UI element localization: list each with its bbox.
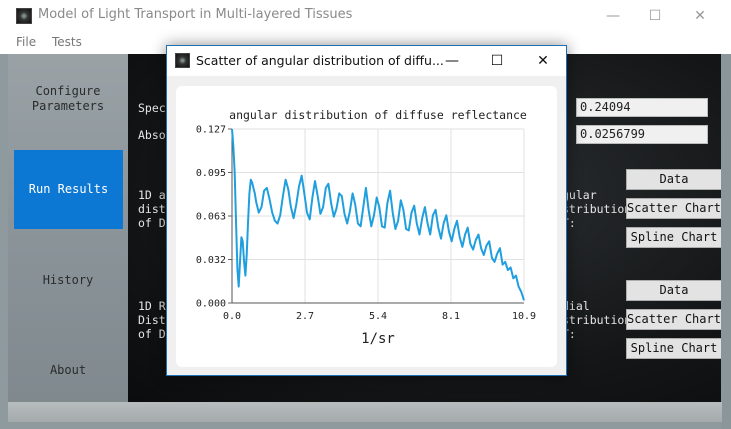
section1-line3: of D [138,216,166,230]
nav-run-results[interactable]: Run Results [14,150,123,229]
section1-line2: dist [138,202,166,216]
menu-file[interactable]: File [16,35,37,49]
y-tick-label: 0.000 [196,299,226,310]
angular-data-button[interactable]: Data [626,169,722,190]
dialog-maximize-button[interactable]: ☐ [490,53,504,69]
status-bar [8,402,722,422]
window-title: Model of Light Transport in Multi-layere… [38,7,353,22]
spec-label: Spec [138,101,166,115]
chart-title: angular distribution of diffuse reflecta… [229,108,527,122]
series-line [231,128,525,301]
section2-line2: Dist [138,313,166,327]
section1-right-line1: gular [562,188,597,202]
section1-right-line2: stribution [562,202,632,216]
section2-right-line2: stribution [562,313,632,327]
nav-configure-line1: Configure [35,84,101,98]
dialog-app-icon [175,53,190,68]
x-tick-label: 0.0 [223,311,241,322]
y-tick-label: 0.095 [196,168,226,179]
radial-spline-chart-button[interactable]: Spline Chart [626,338,722,359]
angular-spline-chart-button[interactable]: Spline Chart [626,227,722,248]
section2-line3: of D [138,327,166,341]
minimize-button[interactable]: — [606,8,620,24]
main-title-bar: Model of Light Transport in Multi-layere… [0,0,731,32]
dialog-title-bar: Scatter of angular distribution of diffu… [167,46,566,76]
dialog-close-button[interactable]: ✕ [537,53,549,69]
dialog-title: Scatter of angular distribution of diffu… [196,53,444,68]
nav-configure-parameters[interactable]: Configure Parameters [8,84,128,114]
section2-line1: 1D R [138,299,166,313]
abso-value: 0.0256799 [576,125,708,144]
section2-right-line1: dial [562,299,590,313]
section1-line1: 1D a [138,188,166,202]
scatter-chart-dialog: Scatter of angular distribution of diffu… [166,45,567,376]
x-axis-label: 1/sr [361,331,395,347]
x-tick-label: 2.7 [296,311,314,322]
dialog-minimize-button[interactable]: — [445,53,459,69]
x-tick-label: 10.9 [512,311,536,322]
maximize-button[interactable]: ☐ [648,8,662,24]
y-tick-label: 0.127 [196,125,226,136]
radial-scatter-chart-button[interactable]: Scatter Chart [626,309,722,330]
angular-scatter-chart-button[interactable]: Scatter Chart [626,198,722,219]
chart-card: angular distribution of diffuse reflecta… [176,86,557,367]
menu-tests[interactable]: Tests [52,35,82,49]
spec-value: 0.24094 [576,98,708,117]
window-edge [721,54,731,429]
close-button[interactable]: ✕ [694,8,706,24]
y-tick-label: 0.063 [196,212,226,223]
abso-label: Abso [138,128,166,142]
x-tick-label: 5.4 [369,311,387,322]
nav-about[interactable]: About [49,363,87,377]
radial-data-button[interactable]: Data [626,280,722,301]
x-tick-label: 8.1 [442,311,460,322]
sidebar: Configure Parameters Run Results History… [8,54,128,402]
chart: angular distribution of diffuse reflecta… [196,108,536,347]
app-icon [16,8,32,24]
nav-history[interactable]: History [42,273,94,287]
nav-configure-line2: Parameters [31,99,105,113]
y-tick-label: 0.032 [196,255,226,266]
